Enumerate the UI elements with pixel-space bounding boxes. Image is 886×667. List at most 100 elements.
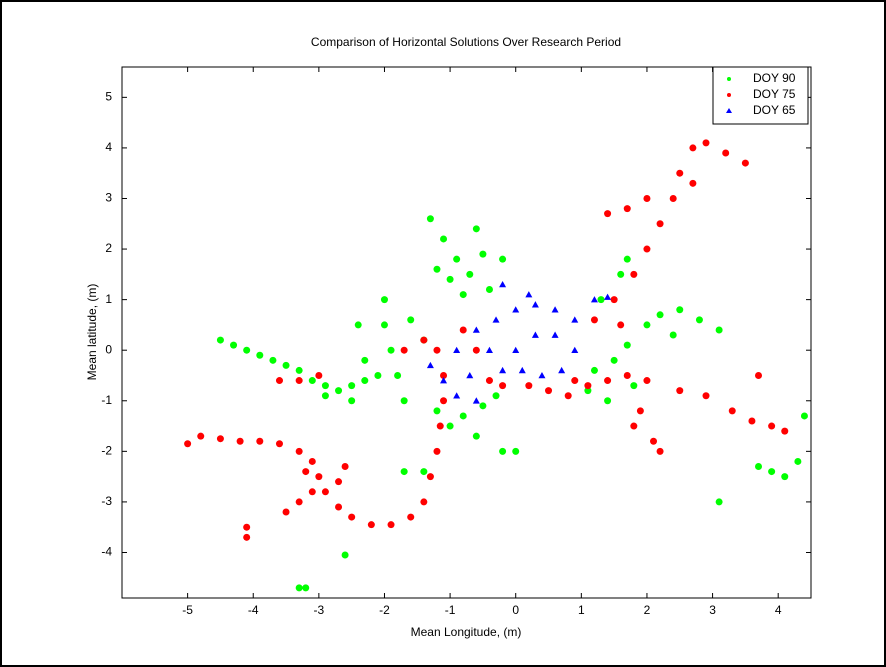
- point: [636, 407, 644, 415]
- point: [630, 422, 638, 430]
- point: [512, 447, 520, 455]
- y-tick-label: 5: [105, 90, 112, 104]
- legend-marker: [727, 77, 731, 81]
- point: [590, 296, 598, 303]
- point: [689, 144, 697, 152]
- point: [755, 371, 763, 379]
- point: [551, 306, 559, 313]
- x-tick-label: -1: [445, 603, 456, 617]
- point: [722, 149, 730, 157]
- point: [335, 387, 343, 395]
- point: [440, 377, 448, 384]
- point: [604, 210, 612, 218]
- point: [715, 498, 723, 506]
- point: [440, 397, 448, 405]
- plot-area: [122, 67, 811, 598]
- y-tick-label: 2: [105, 241, 112, 255]
- point: [728, 407, 736, 415]
- y-tick-label: 1: [105, 292, 112, 306]
- point: [768, 468, 776, 476]
- legend-entry: DOY 90: [727, 71, 796, 85]
- point: [597, 296, 605, 304]
- point: [436, 422, 444, 430]
- point: [341, 463, 349, 471]
- point: [256, 351, 264, 359]
- point: [184, 440, 192, 448]
- point: [676, 169, 684, 177]
- point: [604, 293, 612, 300]
- point: [715, 326, 723, 334]
- y-tick-label: -4: [101, 545, 112, 559]
- point: [768, 422, 776, 430]
- point: [656, 220, 664, 228]
- point: [433, 407, 441, 415]
- point: [643, 377, 651, 385]
- point: [380, 296, 388, 304]
- point: [335, 478, 343, 486]
- point: [459, 326, 467, 334]
- point: [466, 270, 474, 278]
- legend-label: DOY 90: [753, 71, 796, 85]
- point: [512, 306, 520, 313]
- point: [617, 270, 625, 278]
- point: [308, 457, 316, 465]
- point: [590, 316, 598, 324]
- point: [282, 361, 290, 369]
- point: [302, 468, 310, 476]
- point: [590, 366, 598, 374]
- point: [216, 336, 224, 344]
- point: [538, 371, 546, 379]
- point: [604, 397, 612, 405]
- point: [374, 371, 382, 379]
- point: [755, 463, 763, 471]
- point: [315, 473, 323, 481]
- point: [354, 321, 362, 329]
- point: [230, 341, 238, 349]
- point: [453, 346, 461, 353]
- point: [282, 508, 290, 516]
- point: [485, 286, 493, 294]
- point: [433, 265, 441, 273]
- x-tick-label: -2: [379, 603, 390, 617]
- legend-marker: [726, 108, 732, 113]
- point: [321, 392, 329, 400]
- point: [584, 382, 592, 390]
- point: [400, 397, 408, 405]
- point: [466, 371, 474, 379]
- point: [571, 316, 579, 323]
- point: [295, 584, 303, 592]
- point: [551, 331, 559, 338]
- point: [243, 533, 251, 541]
- point: [394, 371, 402, 379]
- point: [387, 521, 395, 529]
- point: [367, 521, 375, 529]
- x-tick-label: 2: [644, 603, 651, 617]
- point: [643, 194, 651, 202]
- point: [295, 377, 303, 385]
- legend-label: DOY 75: [753, 87, 796, 101]
- point: [446, 422, 454, 430]
- point: [308, 377, 316, 385]
- point: [492, 316, 500, 323]
- point: [800, 412, 808, 420]
- point: [617, 321, 625, 329]
- point: [426, 361, 434, 369]
- point: [302, 584, 310, 592]
- point: [689, 179, 697, 187]
- series: [426, 280, 612, 404]
- legend-label: DOY 65: [753, 103, 796, 117]
- point: [407, 513, 415, 521]
- point: [420, 498, 428, 506]
- point: [348, 397, 356, 405]
- point: [433, 447, 441, 455]
- point: [643, 321, 651, 329]
- point: [781, 427, 789, 435]
- point: [525, 291, 533, 298]
- point: [676, 387, 684, 395]
- point: [295, 447, 303, 455]
- point: [656, 311, 664, 319]
- point: [518, 366, 526, 374]
- point: [472, 346, 480, 354]
- point: [426, 473, 434, 481]
